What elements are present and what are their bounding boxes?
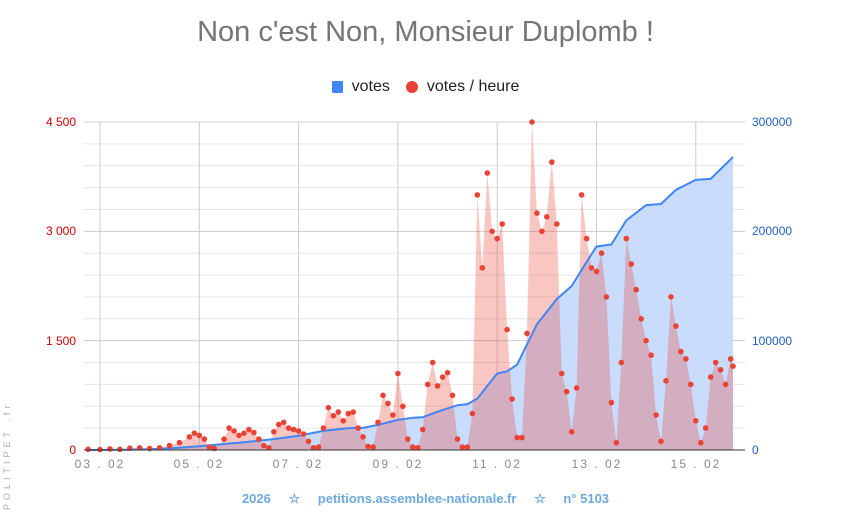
- x-tick-11-02: 11 . 02: [472, 457, 522, 471]
- footer-petition-number: n° 5103: [563, 491, 610, 506]
- legend-item-votes-heure[interactable]: votes / heure: [405, 78, 520, 96]
- x-tick-13-02: 13 . 02: [571, 457, 623, 471]
- x-tick-09-02: 09 . 02: [372, 457, 424, 471]
- y-right-tick-100000: 100000: [752, 334, 793, 348]
- star-icon: ☆: [534, 491, 546, 506]
- y-left-tick-3000: 3 000: [45, 224, 76, 238]
- circle-icon: [405, 81, 418, 93]
- y-left-tick-4500: 4 500: [45, 115, 76, 129]
- legend-label-votes: votes: [351, 78, 390, 95]
- x-tick-03-02: 03 . 02: [74, 457, 126, 471]
- y-right-tick-0: 0: [752, 443, 759, 457]
- footer: 2026 ☆ petitions.assemblee-nationale.fr …: [0, 491, 851, 507]
- legend-label-votes-heure: votes / heure: [426, 78, 520, 95]
- y-right-tick-300000: 300000: [752, 115, 793, 129]
- series-layer: [85, 119, 736, 453]
- y-left-tick-0: 0: [69, 443, 76, 457]
- x-tick-07-02: 07 . 02: [272, 457, 324, 471]
- x-tick-05-02: 05 . 02: [173, 457, 225, 471]
- legend: votes votes / heure: [0, 78, 851, 96]
- footer-year: 2026: [241, 491, 271, 506]
- x-tick-15-02: 15 . 02: [670, 457, 722, 471]
- star-icon: ☆: [288, 491, 301, 506]
- footer-site-link[interactable]: petitions.assemblee-nationale.fr: [317, 491, 517, 506]
- y-right-tick-200000: 200000: [752, 224, 793, 238]
- square-icon: [331, 81, 343, 93]
- legend-item-votes[interactable]: votes: [331, 78, 390, 96]
- y-left-tick-1500: 1 500: [45, 334, 76, 348]
- chart-title: Non c'est Non, Monsieur Duplomb !: [197, 16, 654, 48]
